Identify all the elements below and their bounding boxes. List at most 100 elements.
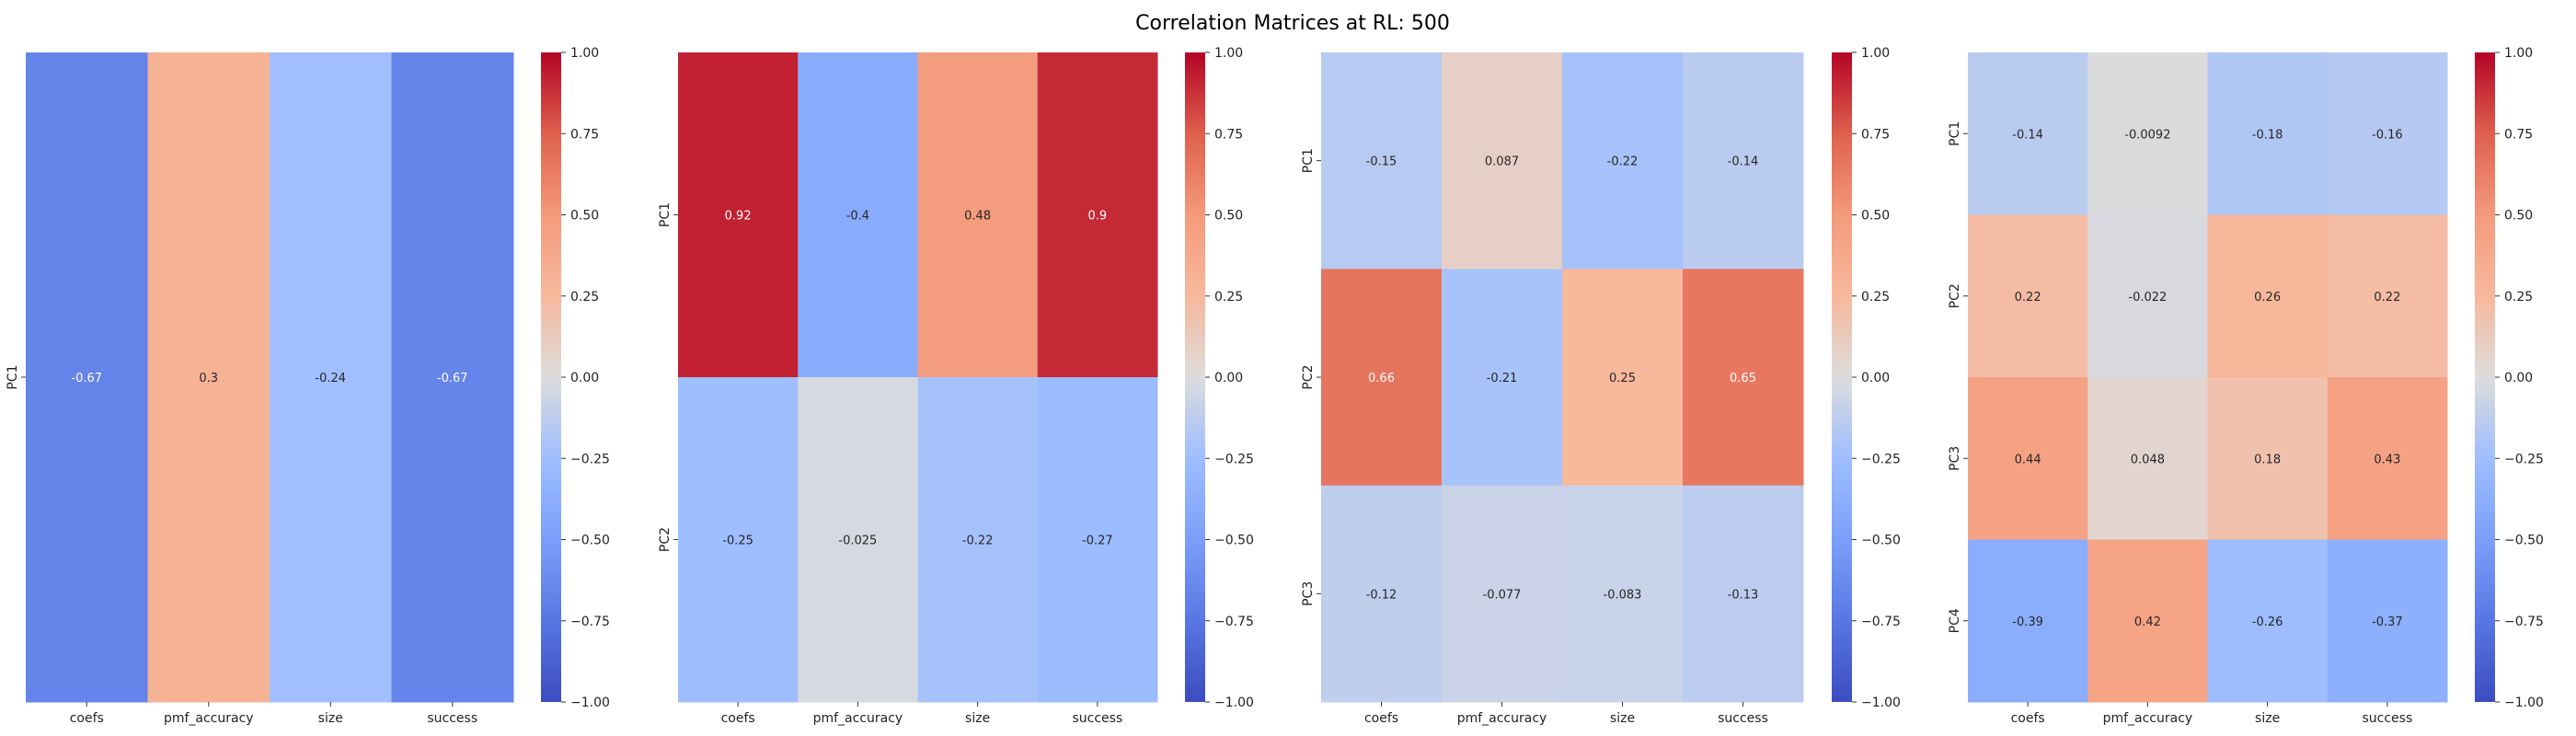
x-tick-label: size bbox=[318, 711, 343, 726]
heatmap-cell bbox=[2207, 377, 2329, 540]
cell-value-label: -0.12 bbox=[1366, 588, 1397, 602]
heatmap-cell bbox=[1037, 52, 1158, 378]
colorbar-tick-label: −0.75 bbox=[570, 615, 610, 629]
heatmap-cell bbox=[1321, 52, 1443, 270]
heatmap-cell bbox=[2327, 214, 2448, 378]
y-tick-label: PC2 bbox=[658, 527, 673, 552]
colorbar-tick-label: 0.25 bbox=[1861, 290, 1890, 305]
cell-value-label: -0.22 bbox=[962, 535, 994, 548]
cell-value-label: -0.16 bbox=[2372, 128, 2403, 142]
colorbar-tick-label: −1.00 bbox=[2504, 696, 2544, 710]
heatmap-panel-3: -0.15 0.087 -0.22 -0.14 0.66 -0.21 0.25 0.65 -0.… bbox=[1301, 46, 1901, 726]
cell-value-label: -0.24 bbox=[315, 372, 346, 385]
heatmap-cell bbox=[678, 377, 799, 703]
cell-value-label: -0.14 bbox=[1728, 155, 1759, 169]
heatmap-panel-2: 0.92 -0.4 0.48 0.9 -0.25 -0.025 -0.22 -0.27 coef… bbox=[658, 46, 1254, 726]
colorbar-tick-label: −1.00 bbox=[1214, 696, 1254, 710]
colorbar-tick-label: 0.25 bbox=[2504, 290, 2533, 305]
colorbar-tick-label: −0.25 bbox=[2504, 452, 2544, 466]
colorbar-tick-label: 0.00 bbox=[1861, 371, 1890, 385]
cell-value-label: 0.9 bbox=[1088, 210, 1108, 224]
colorbar-tick-label: −0.50 bbox=[2504, 534, 2544, 548]
y-tick-label: PC3 bbox=[1948, 446, 1962, 471]
heatmap-cell bbox=[1562, 52, 1684, 270]
heatmap-cell bbox=[1562, 485, 1684, 703]
heatmap-cell bbox=[391, 52, 514, 703]
cell-value-label: -0.0092 bbox=[2124, 128, 2170, 142]
cell-value-label: 0.22 bbox=[2015, 291, 2041, 305]
cell-value-label: 0.3 bbox=[199, 372, 218, 385]
cell-value-label: -0.67 bbox=[437, 372, 468, 385]
heatmap-cell bbox=[2207, 214, 2329, 378]
colorbar bbox=[1832, 52, 1852, 702]
y-tick-label: PC3 bbox=[1301, 581, 1316, 606]
y-tick-label: PC2 bbox=[1301, 364, 1316, 389]
heatmap-cell bbox=[2087, 214, 2208, 378]
x-tick-label: size bbox=[965, 711, 990, 726]
colorbar-tick-label: 1.00 bbox=[1214, 46, 1243, 61]
heatmap-cell bbox=[1683, 52, 1804, 270]
cell-value-label: 0.92 bbox=[725, 210, 752, 224]
x-tick-label: coefs bbox=[721, 711, 755, 726]
heatmap-cell bbox=[917, 377, 1039, 703]
cell-value-label: -0.083 bbox=[1604, 588, 1642, 602]
colorbar-tick-label: 1.00 bbox=[1861, 46, 1890, 61]
y-tick-label: PC1 bbox=[1301, 148, 1316, 173]
colorbar-tick-label: −0.25 bbox=[570, 452, 610, 466]
colorbar-tick-label: 0.00 bbox=[2504, 371, 2533, 385]
colorbar-tick-label: 0.50 bbox=[570, 209, 599, 224]
heatmap-cell bbox=[147, 52, 270, 703]
x-tick-label: pmf_accuracy bbox=[813, 711, 903, 726]
x-tick-label: pmf_accuracy bbox=[1457, 711, 1547, 726]
heatmap-cell bbox=[1037, 377, 1158, 703]
cell-value-label: -0.37 bbox=[2372, 615, 2403, 629]
cell-value-label: -0.39 bbox=[2012, 615, 2043, 629]
colorbar-tick-label: −0.50 bbox=[1214, 534, 1254, 548]
heatmap-cell bbox=[1442, 269, 1563, 487]
heatmap-cell bbox=[2087, 377, 2208, 540]
cell-value-label: 0.25 bbox=[1609, 372, 1636, 385]
cell-value-label: 0.048 bbox=[2131, 453, 2165, 466]
heatmap-panel-4: -0.14 -0.0092 -0.18 -0.16 0.22 -0.022 0.26 0.22… bbox=[1948, 46, 2544, 726]
cell-value-label: -0.18 bbox=[2252, 128, 2283, 142]
heatmap-cell bbox=[1683, 269, 1804, 487]
colorbar-tick-label: 0.25 bbox=[570, 290, 599, 305]
colorbar-tick-label: 1.00 bbox=[570, 46, 599, 61]
colorbar-tick-label: −0.25 bbox=[1861, 452, 1901, 466]
x-tick-label: success bbox=[2362, 711, 2412, 726]
heatmap-cell bbox=[2207, 539, 2329, 703]
cell-value-label: -0.022 bbox=[2128, 291, 2167, 305]
colorbar-tick-label: 0.50 bbox=[2504, 209, 2533, 224]
colorbar-tick-label: −1.00 bbox=[1861, 696, 1901, 710]
heatmap-cell bbox=[1562, 269, 1684, 487]
cell-value-label: 0.42 bbox=[2134, 615, 2161, 629]
x-tick-label: coefs bbox=[70, 711, 104, 726]
cell-value-label: -0.13 bbox=[1728, 588, 1759, 602]
cell-value-label: 0.087 bbox=[1485, 155, 1519, 169]
colorbar-tick-label: 0.75 bbox=[570, 127, 599, 142]
colorbar-tick-label: 0.75 bbox=[2504, 127, 2533, 142]
colorbar-tick-label: −0.75 bbox=[2504, 615, 2544, 629]
x-tick-label: size bbox=[2255, 711, 2280, 726]
cell-value-label: 0.22 bbox=[2374, 291, 2400, 305]
colorbar-tick-label: 0.00 bbox=[570, 371, 599, 385]
cell-value-label: -0.25 bbox=[722, 535, 753, 548]
cell-value-label: -0.27 bbox=[1082, 535, 1113, 548]
heatmap-cell bbox=[1968, 214, 2088, 378]
colorbar bbox=[541, 52, 561, 702]
y-tick-label: PC2 bbox=[1948, 283, 1962, 308]
cell-value-label: -0.077 bbox=[1483, 588, 1522, 602]
cell-value-label: -0.67 bbox=[71, 372, 102, 385]
colorbar-tick-label: −0.75 bbox=[1861, 615, 1901, 629]
colorbar-tick-label: 0.50 bbox=[1861, 209, 1890, 224]
heatmap-cell bbox=[1968, 539, 2088, 703]
x-tick-label: pmf_accuracy bbox=[2103, 711, 2193, 726]
y-tick-label: PC4 bbox=[1948, 608, 1962, 633]
heatmap-cell bbox=[798, 377, 918, 703]
y-tick-label: PC1 bbox=[1948, 121, 1962, 146]
y-tick-label: PC1 bbox=[658, 202, 673, 227]
colorbar-tick-label: 0.25 bbox=[1214, 290, 1243, 305]
x-tick-label: pmf_accuracy bbox=[164, 711, 254, 726]
heatmap-panels: -0.67 0.3 -0.24 -0.67 coefs pmf_accuracy size s… bbox=[6, 46, 2544, 726]
